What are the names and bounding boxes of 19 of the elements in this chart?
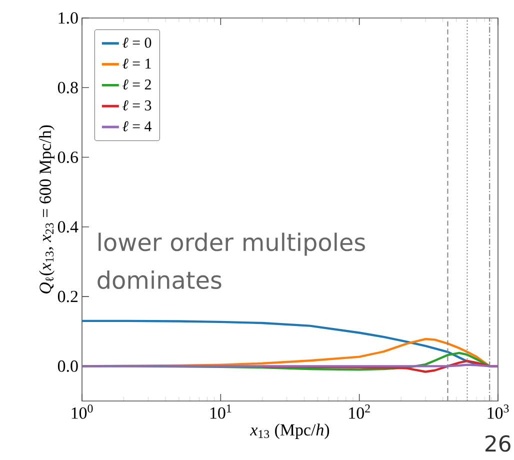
y-tick-label: 1.0 (58, 12, 78, 24)
legend-label: ℓ = 4 (122, 121, 152, 132)
legend-label: ℓ = 0 (122, 38, 152, 48)
y-tick-label: 0.6 (58, 152, 78, 164)
legend-label: ℓ = 3 (122, 100, 152, 110)
x-tick-label: 10$^{0}$ (72, 404, 93, 419)
x-tick-label: 10$^{2}$ (349, 404, 370, 419)
y-tick-label: 0.0 (58, 360, 78, 372)
legend-label: ℓ = 2 (122, 79, 151, 90)
text: Q$_{ℓ}$(x$_{13}$, x$_{23}$ = 600 Mpc/h) (39, 125, 54, 294)
annotation: lower order multipoles dominates (98, 232, 365, 290)
text: 26 (486, 435, 510, 452)
y-tick-label: 0.4 (58, 221, 78, 233)
x-axis-title: x$_{13}$ (Mpc/h) (250, 424, 330, 440)
y-tick-label: 0.2 (58, 290, 78, 302)
x-tick-label: 10$^{1}$ (210, 404, 232, 419)
legend-label: ℓ = 1 (122, 58, 151, 69)
y-tick-label: 0.8 (58, 82, 78, 94)
x-tick-label: 10$^{3}$ (488, 404, 509, 419)
